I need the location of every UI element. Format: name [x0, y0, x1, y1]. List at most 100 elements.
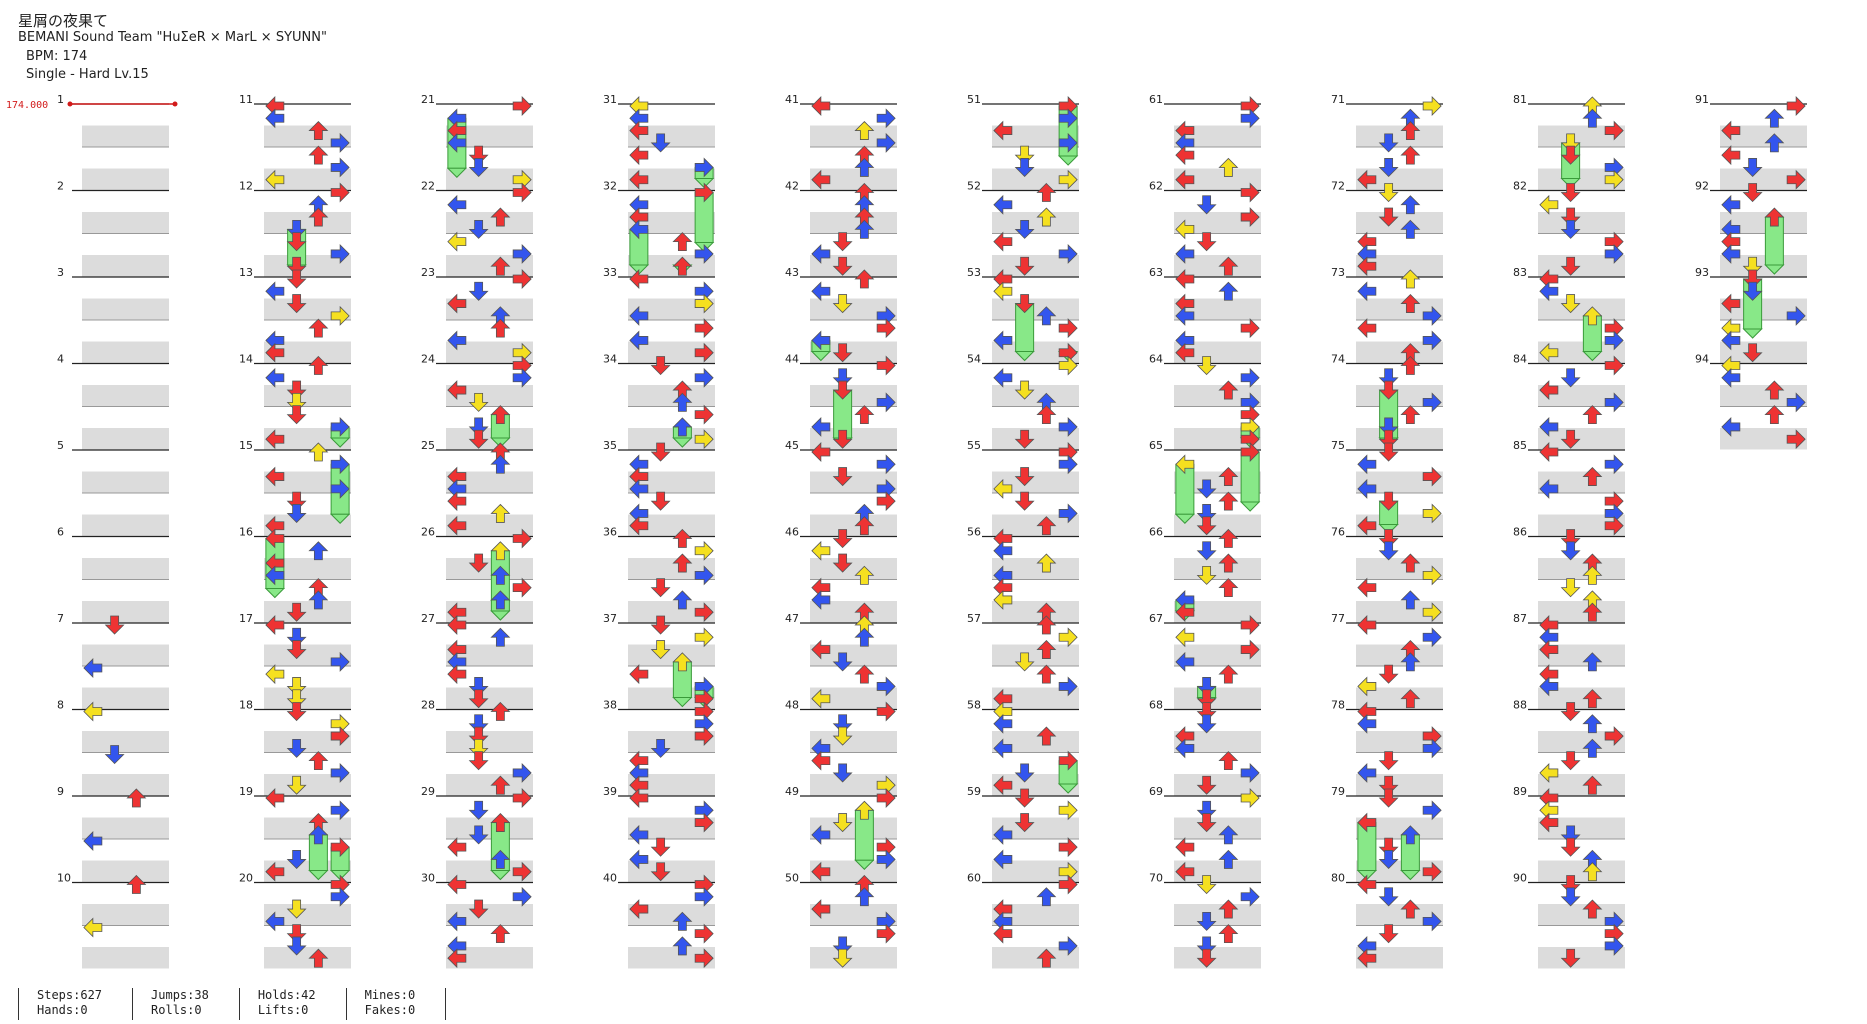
arrow-note [1582, 775, 1603, 795]
arrow-note [811, 281, 831, 302]
arrow-note [832, 936, 853, 956]
measure-band [264, 774, 351, 796]
arrow-note [286, 899, 307, 919]
measure-number: 22 [421, 180, 435, 193]
stat-fakes: Fakes:0 [364, 1003, 416, 1017]
hold-tail [446, 167, 468, 178]
measure-band [1174, 817, 1261, 839]
measure-band [1356, 774, 1443, 796]
measure-number: 28 [421, 699, 435, 712]
measure-band [1720, 168, 1807, 190]
arrow-note [1218, 849, 1239, 869]
arrow-note [330, 132, 350, 153]
measure-band [82, 947, 169, 969]
measure-number: 47 [785, 612, 799, 625]
arrow-note [629, 478, 649, 499]
arrow-note [1378, 183, 1399, 203]
measure-band [446, 817, 533, 839]
measure-number: 50 [785, 872, 799, 885]
measure-band [446, 385, 533, 407]
arrow-note [1400, 825, 1421, 845]
arrow-note [490, 627, 511, 647]
measure-number: 89 [1513, 785, 1527, 798]
arrow-note [1400, 405, 1421, 425]
arrow-note [1240, 207, 1260, 228]
arrow-note [1196, 800, 1217, 820]
measure-band [1174, 255, 1261, 277]
measure-band [1538, 947, 1625, 969]
arrow-note [694, 157, 714, 178]
measure-number: 90 [1513, 872, 1527, 885]
arrow-note [650, 356, 671, 376]
arrow-note [1240, 788, 1260, 808]
arrow-note [1786, 305, 1806, 326]
hold-tail [1014, 351, 1035, 362]
arrow-note [83, 831, 103, 851]
measure-band [264, 255, 351, 277]
arrow-note [286, 936, 307, 956]
measure-band [992, 731, 1079, 753]
arrow-note [1560, 183, 1581, 203]
arrow-note [265, 466, 285, 487]
measure-number: 11 [239, 93, 253, 106]
measure-band [1538, 514, 1625, 536]
measure-band [992, 860, 1079, 882]
arrow-note [1175, 627, 1195, 648]
arrow-note [468, 392, 489, 412]
arrow-note [811, 416, 831, 437]
measure-number: 27 [421, 612, 435, 625]
measure-band [82, 687, 169, 709]
arrow-note [1357, 577, 1377, 598]
arrow-note [447, 132, 467, 153]
arrow-note [1357, 615, 1377, 635]
arrow-note [1014, 429, 1035, 449]
arrow-note [1422, 305, 1442, 326]
arrow-note [694, 565, 714, 586]
song-title: 星屑の夜果て [18, 12, 109, 30]
stats-group-jumps: Jumps:38 Rolls:0 [132, 988, 239, 1020]
arrow-note [286, 689, 307, 709]
arrow-note [265, 281, 285, 302]
arrow-note [854, 627, 875, 647]
arrow-note [1175, 837, 1195, 858]
measure-band [1356, 255, 1443, 277]
arrow-note [1560, 368, 1581, 388]
arrow-note [1604, 355, 1624, 376]
arrow-note [1560, 133, 1581, 153]
arrow-note [1786, 429, 1806, 450]
measure-number: 34 [603, 353, 617, 366]
arrow-note [650, 578, 671, 598]
arrow-note [1378, 924, 1399, 944]
arrow-note [832, 429, 853, 449]
arrow-note [447, 911, 467, 932]
measure-band [264, 385, 351, 407]
arrow-note [811, 330, 831, 351]
measure-band [446, 212, 533, 234]
arrow-note [1175, 169, 1195, 190]
arrow-note [993, 738, 1013, 759]
measure-band [810, 514, 897, 536]
measure-band [1356, 298, 1443, 320]
measure-number: 65 [1149, 439, 1163, 452]
arrow-note [1175, 651, 1195, 672]
measure-band [628, 125, 715, 147]
measure-band [810, 904, 897, 926]
arrow-note [1058, 503, 1078, 524]
measure-number: 55 [967, 439, 981, 452]
arrow-note [1218, 899, 1239, 919]
arrow-note [854, 887, 875, 907]
arrow-note [1196, 714, 1217, 734]
arrow-note [126, 788, 147, 808]
arrow-note [1357, 318, 1377, 339]
hold-tail [1400, 870, 1421, 881]
measure-number: 16 [239, 526, 253, 539]
arrow-note [876, 788, 896, 808]
arrow-note [286, 677, 307, 696]
arrow-note [1175, 454, 1195, 475]
arrow-note [1539, 478, 1559, 499]
measure-number: 66 [1149, 526, 1163, 539]
arrow-note [490, 813, 511, 832]
arrow-note [1175, 602, 1195, 623]
measure-band [810, 255, 897, 277]
arrow-note [1582, 652, 1603, 672]
